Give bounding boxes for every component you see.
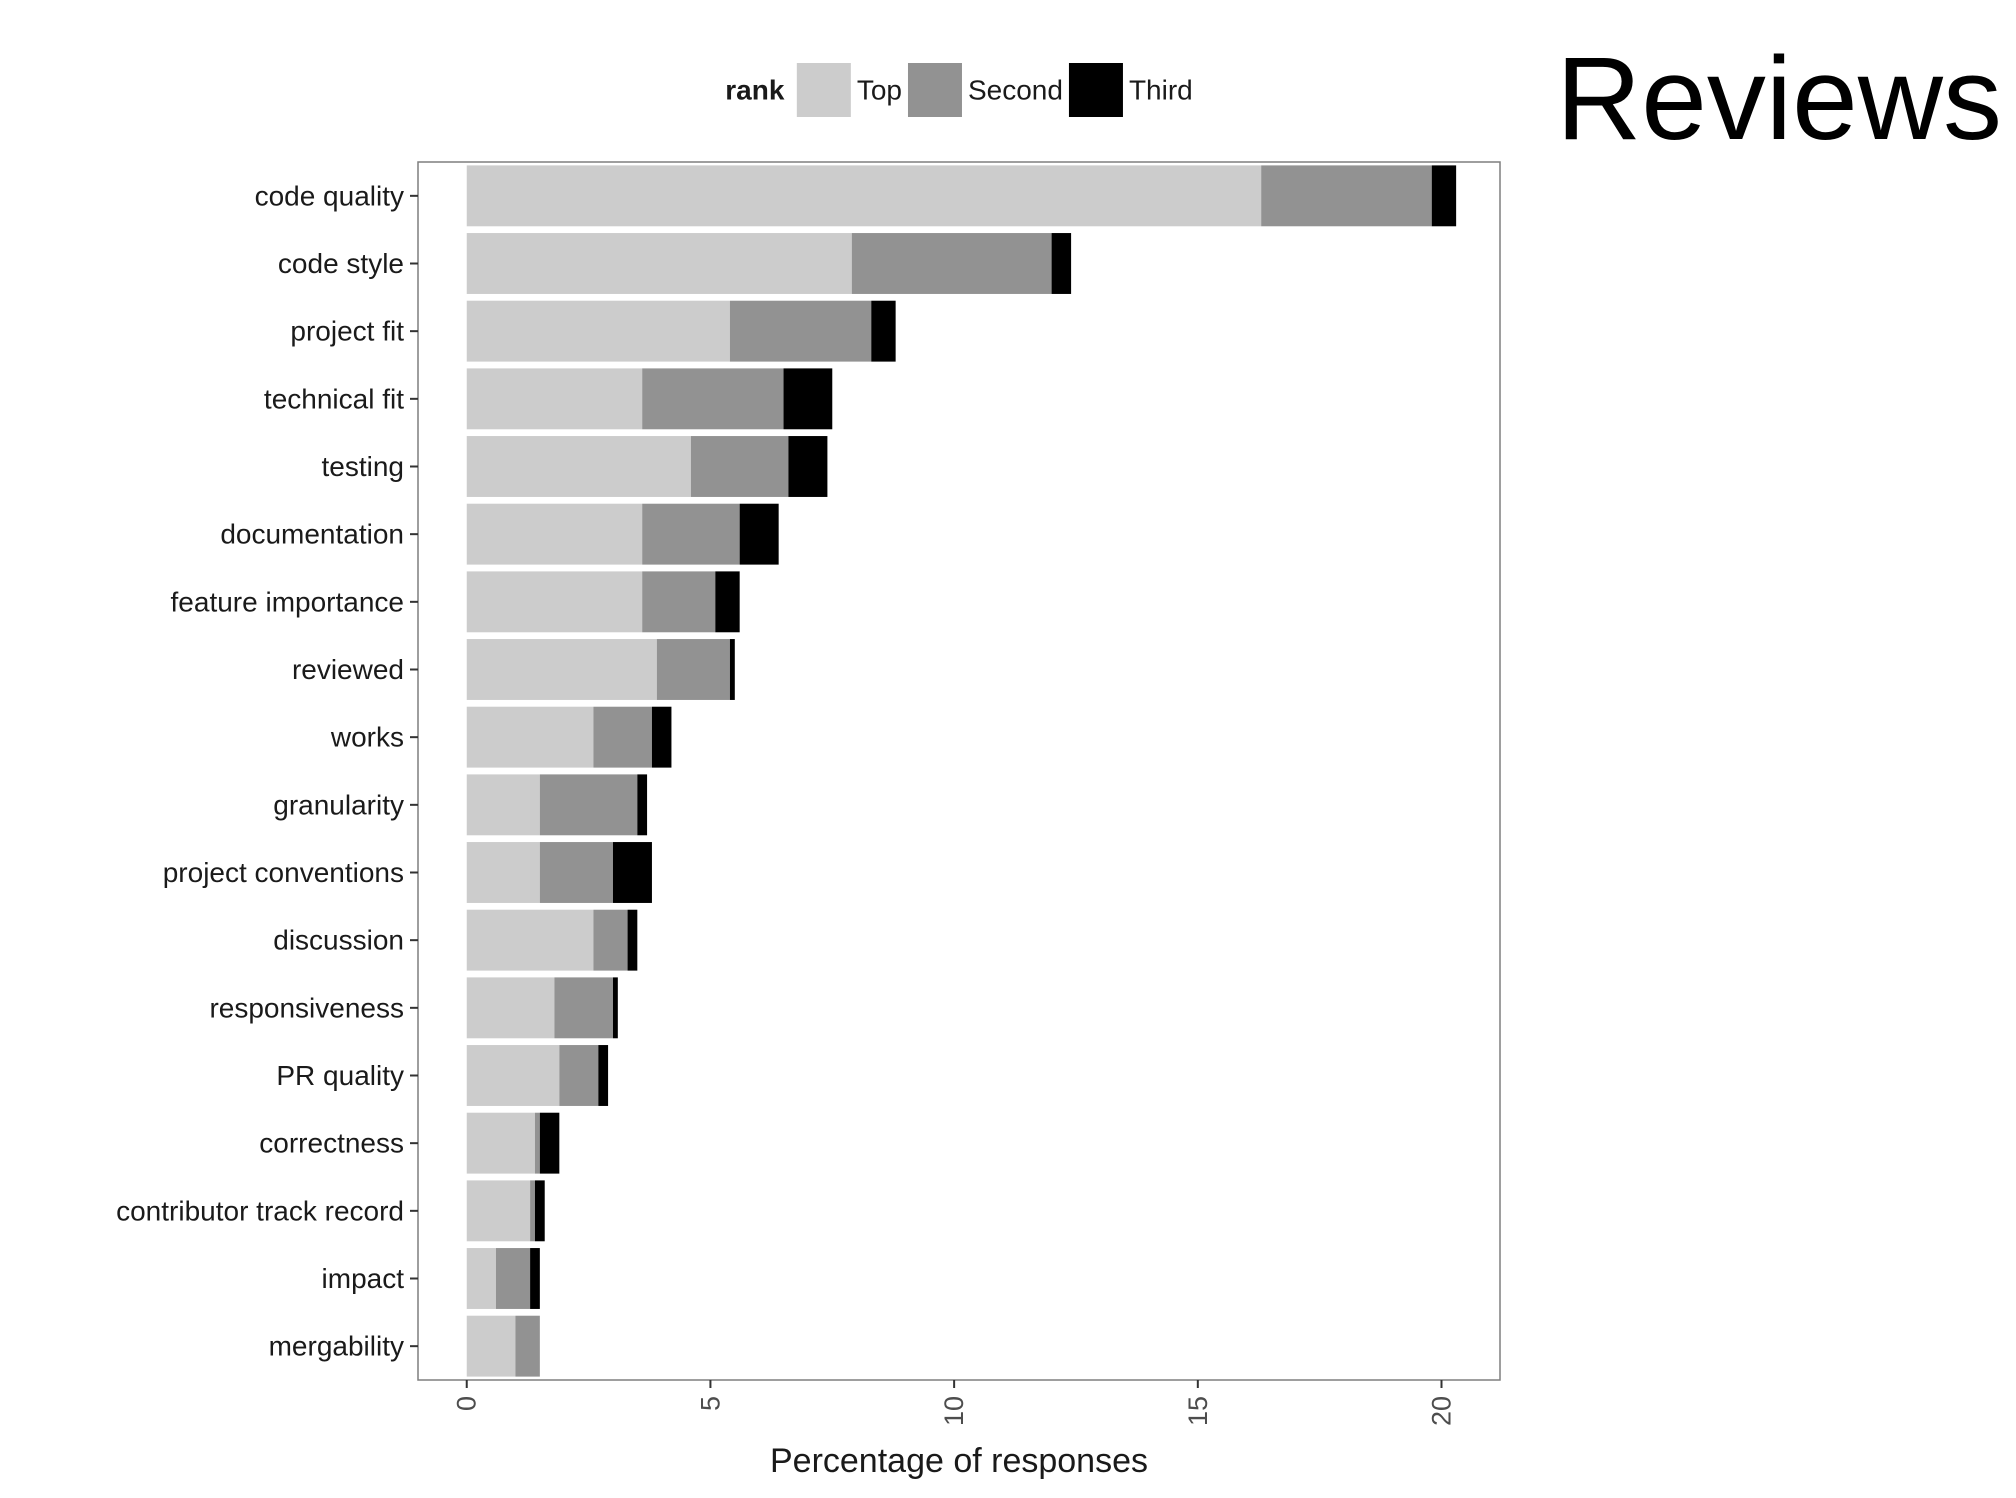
bar-third-pr-quality <box>598 1045 609 1106</box>
bar-third-code-quality <box>1431 165 1457 227</box>
y-tick-label: code style <box>278 248 404 279</box>
bar-top-testing <box>466 436 691 497</box>
bar-top-project-fit <box>466 300 730 362</box>
bar-top-pr-quality <box>466 1045 560 1106</box>
bar-second-code-quality <box>1261 165 1432 227</box>
legend-key-second <box>907 63 962 117</box>
y-tick-label: responsiveness <box>209 992 404 1023</box>
bar-third-discussion <box>627 909 638 971</box>
x-tick-label: 10 <box>939 1396 969 1426</box>
bar-top-code-quality <box>466 165 1262 227</box>
legend-label-second: Second <box>968 75 1063 106</box>
bar-top-technical-fit <box>466 368 643 430</box>
bar-third-project-fit <box>871 300 896 362</box>
y-tick-label: granularity <box>273 789 404 820</box>
bar-top-responsiveness <box>466 977 555 1039</box>
bar-third-documentation <box>739 503 779 565</box>
bar-top-project-conventions <box>466 842 540 903</box>
bar-top-impact <box>466 1248 496 1309</box>
x-tick-label: 20 <box>1427 1396 1457 1426</box>
y-tick-label: reviewed <box>292 654 404 685</box>
bar-top-feature-importance <box>466 571 643 633</box>
bar-second-pr-quality <box>559 1045 599 1106</box>
bar-third-project-conventions <box>612 842 652 903</box>
legend-label-third: Third <box>1129 75 1193 106</box>
bar-second-documentation <box>642 503 740 565</box>
bar-top-contributor-track-record <box>466 1180 531 1242</box>
bar-second-technical-fit <box>642 368 784 430</box>
legend-label-top: Top <box>857 75 902 106</box>
bar-third-works <box>651 706 672 768</box>
bar-second-project-conventions <box>539 842 613 903</box>
bar-third-testing <box>788 436 828 497</box>
y-tick-label: works <box>330 722 404 753</box>
bar-top-code-style <box>466 233 852 294</box>
y-tick-label: feature importance <box>171 586 404 617</box>
bar-second-feature-importance <box>642 571 716 633</box>
y-tick-label: mergability <box>269 1331 404 1362</box>
bar-second-mergability <box>515 1315 540 1377</box>
bar-top-documentation <box>466 503 643 565</box>
bar-third-responsiveness <box>612 977 618 1039</box>
y-tick-label: impact <box>322 1263 405 1294</box>
legend-title: rank <box>725 75 785 106</box>
y-tick-label: discussion <box>273 925 404 956</box>
bar-third-contributor-track-record <box>534 1180 545 1242</box>
y-tick-label: project fit <box>290 316 404 347</box>
bar-second-correctness <box>534 1112 540 1174</box>
bar-top-correctness <box>466 1112 535 1174</box>
bar-top-reviewed <box>466 639 657 700</box>
bar-third-granularity <box>637 774 648 836</box>
bar-second-granularity <box>539 774 638 836</box>
bar-third-correctness <box>539 1112 560 1174</box>
bar-top-discussion <box>466 909 594 971</box>
bar-second-reviewed <box>656 639 730 700</box>
bar-second-responsiveness <box>554 977 613 1039</box>
y-tick-label: technical fit <box>264 383 404 414</box>
bars <box>466 165 1457 1377</box>
bar-second-project-fit <box>729 300 872 362</box>
bar-third-reviewed <box>729 639 735 700</box>
y-axis: code quality code style project fit technic… <box>116 180 418 1362</box>
bar-second-discussion <box>593 909 628 971</box>
legend-key-third <box>1068 63 1123 117</box>
y-tick-label: documentation <box>220 519 404 550</box>
y-tick-label: code quality <box>255 180 404 211</box>
x-tick-label: 15 <box>1183 1396 1213 1426</box>
y-tick-label: correctness <box>259 1128 404 1159</box>
legend-key-top <box>796 63 851 117</box>
x-tick-label: 0 <box>452 1396 482 1411</box>
bar-top-works <box>466 706 594 768</box>
slide-title: Reviews <box>1556 33 2002 165</box>
y-tick-label: contributor track record <box>116 1195 404 1226</box>
bar-third-impact <box>530 1248 540 1309</box>
bar-top-granularity <box>466 774 540 836</box>
bar-third-technical-fit <box>783 368 833 430</box>
x-axis: 0 5 10 15 20 <box>452 1380 1457 1426</box>
legend: rank Top Second Third <box>725 63 1193 117</box>
y-tick-label: testing <box>322 451 405 482</box>
y-tick-label: PR quality <box>276 1060 404 1091</box>
bar-second-impact <box>495 1248 531 1309</box>
bar-second-code-style <box>851 233 1052 294</box>
y-tick-label: project conventions <box>163 857 404 888</box>
bar-top-mergability <box>466 1315 516 1377</box>
bar-third-code-style <box>1051 233 1072 294</box>
bar-second-contributor-track-record <box>530 1180 535 1242</box>
x-tick-label: 5 <box>695 1396 725 1411</box>
x-axis-title: Percentage of responses <box>770 1442 1148 1480</box>
bar-second-testing <box>690 436 789 497</box>
bar-third-feature-importance <box>715 571 740 633</box>
bar-second-works <box>593 706 652 768</box>
plot-panel <box>417 161 1501 1381</box>
